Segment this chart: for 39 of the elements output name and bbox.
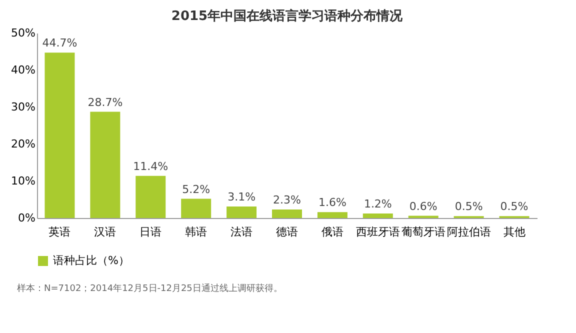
- data-label: 0.6%: [409, 200, 438, 213]
- bar: [317, 212, 348, 218]
- x-tick-label: 其他: [503, 226, 526, 238]
- chart-title: 2015年中国在线语言学习语种分布情况: [171, 8, 404, 24]
- data-label: 1.2%: [364, 198, 392, 211]
- legend-label: 语种占比（%）: [53, 254, 130, 267]
- y-tick-label: 30%: [11, 100, 36, 114]
- x-tick-label: 葡萄牙语: [401, 226, 446, 238]
- data-label: 1.6%: [318, 196, 346, 210]
- data-label: 28.7%: [88, 96, 123, 109]
- x-tick-label: 汉语: [94, 226, 116, 238]
- bar: [44, 52, 75, 218]
- y-tick-label: 10%: [11, 174, 36, 188]
- y-tick-label: 0%: [18, 212, 36, 224]
- bar: [181, 198, 212, 218]
- bar: [272, 209, 302, 218]
- x-tick-label: 日语: [140, 226, 162, 238]
- data-label: 2.3%: [273, 193, 301, 206]
- bar: [362, 214, 393, 218]
- data-label: 0.5%: [454, 200, 483, 214]
- x-tick-label: 韩语: [185, 226, 208, 238]
- data-label: 0.5%: [500, 200, 528, 214]
- bar: [90, 112, 120, 218]
- x-tick-label: 英语: [48, 226, 71, 238]
- x-tick-label: 阿拉伯语: [446, 226, 491, 238]
- bar: [226, 206, 257, 218]
- y-tick-label: 20%: [11, 138, 36, 150]
- y-tick-label: 50%: [11, 26, 36, 40]
- x-tick-label: 法语: [230, 226, 253, 238]
- y-tick-label: 40%: [11, 64, 36, 76]
- data-label: 3.1%: [228, 190, 256, 204]
- data-label: 11.4%: [133, 160, 168, 173]
- data-label: 5.2%: [182, 182, 210, 196]
- x-tick-label: 俄语: [321, 226, 344, 238]
- x-tick-label: 西班牙语: [356, 226, 400, 238]
- text: 样本：N=7102；2014年12月5日-12月25日通过线上调研获得。: [17, 283, 282, 294]
- x-tick-label: 德语: [276, 226, 298, 238]
- bar: [136, 176, 166, 218]
- data-label: 44.7%: [42, 36, 78, 50]
